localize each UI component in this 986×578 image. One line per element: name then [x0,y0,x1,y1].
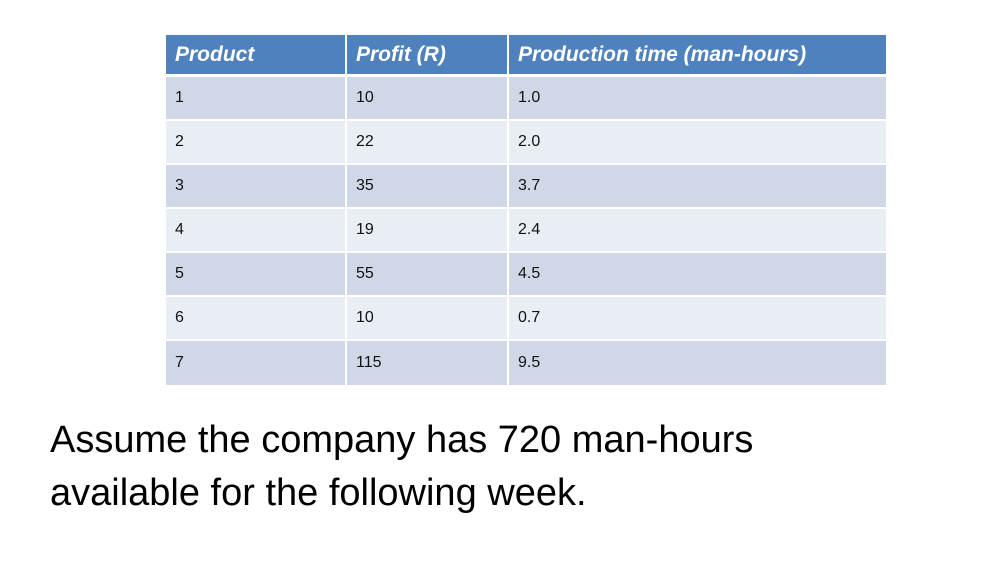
cell-time: 9.5 [509,341,886,385]
cell-profit: 115 [347,341,509,385]
assumption-text: Assume the company has 720 man-hours ava… [50,414,950,520]
cell-time: 3.7 [509,165,886,209]
table-row: 3 35 3.7 [166,165,886,209]
cell-time: 0.7 [509,297,886,341]
cell-product: 2 [166,121,347,165]
cell-time: 1.0 [509,77,886,121]
header-profit: Profit (R) [347,35,509,77]
header-product: Product [166,35,347,77]
table-row: 6 10 0.7 [166,297,886,341]
assumption-line-2: available for the following week. [50,472,587,514]
table-row: 2 22 2.0 [166,121,886,165]
table-row: 1 10 1.0 [166,77,886,121]
table-row: 5 55 4.5 [166,253,886,297]
cell-product: 7 [166,341,347,385]
cell-profit: 35 [347,165,509,209]
cell-time: 2.0 [509,121,886,165]
cell-product: 5 [166,253,347,297]
cell-time: 4.5 [509,253,886,297]
cell-product: 4 [166,209,347,253]
product-table: Product Profit (R) Production time (man-… [166,35,886,385]
cell-product: 6 [166,297,347,341]
table-header-row: Product Profit (R) Production time (man-… [166,35,886,77]
table-row: 7 115 9.5 [166,341,886,385]
cell-profit: 10 [347,77,509,121]
cell-profit: 22 [347,121,509,165]
table-row: 4 19 2.4 [166,209,886,253]
cell-profit: 10 [347,297,509,341]
cell-time: 2.4 [509,209,886,253]
cell-profit: 19 [347,209,509,253]
assumption-line-1: Assume the company has 720 man-hours [50,419,754,461]
cell-product: 1 [166,77,347,121]
cell-profit: 55 [347,253,509,297]
header-production-time: Production time (man-hours) [509,35,886,77]
cell-product: 3 [166,165,347,209]
